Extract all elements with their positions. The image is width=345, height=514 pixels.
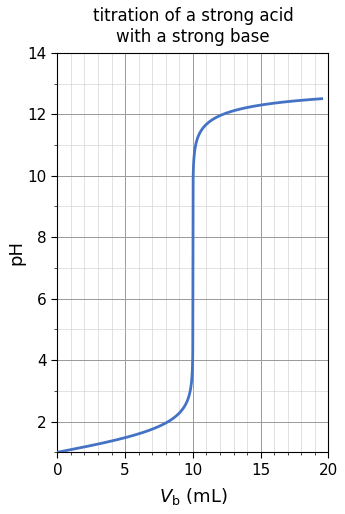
Title: titration of a strong acid
with a strong base: titration of a strong acid with a strong…: [92, 7, 293, 46]
Y-axis label: pH: pH: [7, 240, 25, 265]
X-axis label: $\mathit{V}_\mathrm{b}$ (mL): $\mathit{V}_\mathrm{b}$ (mL): [159, 486, 227, 507]
